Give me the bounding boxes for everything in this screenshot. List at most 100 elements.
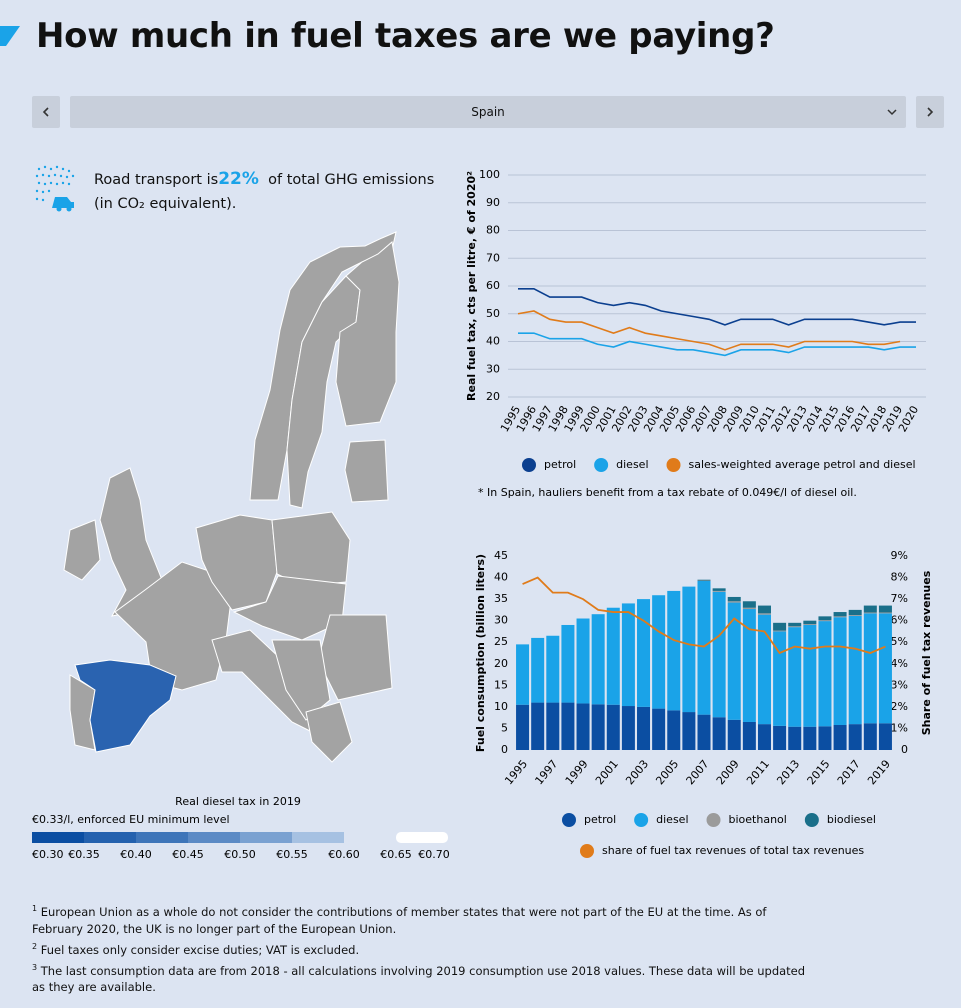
data-line bbox=[517, 310, 901, 351]
x-tick-label: 1999 bbox=[563, 758, 591, 788]
footnote-marker: 3 bbox=[32, 962, 38, 972]
bar-segment bbox=[561, 702, 575, 750]
country-dropdown[interactable]: Spain bbox=[70, 96, 906, 128]
bar-segment bbox=[803, 624, 817, 727]
bar-segment bbox=[561, 624, 575, 703]
bar-segment bbox=[788, 726, 802, 750]
country bbox=[317, 614, 393, 701]
y-axis-title: Fuel consumption (billion liters) bbox=[474, 554, 487, 752]
bar-segment bbox=[742, 609, 756, 722]
bar-segment bbox=[652, 595, 666, 709]
legend-tick-label: €0.50 bbox=[224, 848, 256, 861]
legend-label: share of fuel tax revenues of total tax … bbox=[602, 844, 864, 857]
legend-swatch bbox=[666, 458, 681, 472]
country bbox=[232, 575, 347, 641]
bar-segment bbox=[727, 601, 741, 603]
bar-segment bbox=[773, 630, 787, 632]
y2-tick-label: 4% bbox=[891, 657, 908, 670]
prev-button[interactable] bbox=[32, 96, 60, 128]
y-tick-label: 30 bbox=[494, 614, 508, 627]
bar-segment bbox=[531, 637, 545, 703]
bar-segment bbox=[516, 644, 530, 705]
y2-tick-label: 3% bbox=[891, 678, 908, 691]
next-button[interactable] bbox=[916, 96, 944, 128]
bar-segment bbox=[757, 605, 771, 614]
bar-segment bbox=[546, 635, 560, 703]
selected-country: Spain bbox=[471, 105, 505, 119]
emissions-icon bbox=[35, 165, 75, 212]
bar-segment bbox=[682, 712, 696, 750]
bar-segment bbox=[727, 602, 741, 720]
y2-tick-label: 6% bbox=[891, 614, 908, 627]
y-tick-label: 5 bbox=[501, 721, 508, 734]
y2-tick-label: 5% bbox=[891, 635, 908, 648]
legend-tick-label: €0.70 bbox=[418, 848, 450, 861]
chart-note: * In Spain, hauliers benefit from a tax … bbox=[478, 486, 857, 499]
legend-color-bin bbox=[84, 832, 136, 843]
y2-tick-label: 2% bbox=[891, 700, 908, 713]
bar-segment bbox=[863, 605, 877, 613]
country bbox=[305, 701, 353, 763]
bar-segment bbox=[833, 617, 847, 725]
country bbox=[63, 519, 101, 581]
bar-segment bbox=[818, 726, 832, 750]
bar-segment bbox=[878, 613, 892, 724]
bar-segment bbox=[773, 631, 787, 726]
x-tick-label: 2009 bbox=[714, 758, 742, 788]
footnote: 3 The last consumption data are from 201… bbox=[32, 959, 812, 997]
legend-color-bin bbox=[136, 832, 188, 843]
bar-segment bbox=[757, 724, 771, 750]
bar-segment bbox=[516, 704, 530, 750]
x-tick-label: 2017 bbox=[835, 758, 863, 788]
footnote-text: The last consumption data are from 2018 … bbox=[32, 963, 806, 995]
bar-segment bbox=[591, 614, 605, 705]
bar-segment bbox=[712, 588, 726, 591]
legend-swatch bbox=[580, 844, 594, 858]
bar-segment bbox=[788, 626, 802, 628]
bar-segment bbox=[818, 620, 832, 622]
x-tick-label: 2015 bbox=[805, 758, 833, 788]
y-tick-label: 30 bbox=[486, 362, 500, 375]
bar-segment bbox=[848, 724, 862, 750]
y-tick-label: 35 bbox=[494, 592, 508, 605]
bar-segment bbox=[682, 586, 696, 713]
bar-segment bbox=[863, 613, 877, 724]
map-legend-note: €0.33/l, enforced EU minimum level bbox=[32, 813, 230, 826]
footnote-text: European Union as a whole do not conside… bbox=[32, 904, 767, 936]
x-tick-label: 2011 bbox=[744, 758, 772, 788]
bar-segment bbox=[803, 624, 817, 625]
bar-segment bbox=[788, 622, 802, 627]
bar-segment bbox=[667, 590, 681, 711]
bar-segment bbox=[637, 599, 651, 707]
country-selected bbox=[74, 659, 177, 753]
title-icon bbox=[0, 26, 20, 46]
bar-segment bbox=[727, 719, 741, 750]
y2-axis-title: Share of fuel tax revenues bbox=[920, 570, 933, 735]
y-tick-label: 25 bbox=[494, 635, 508, 648]
bar-segment bbox=[833, 612, 847, 617]
legend-swatch bbox=[804, 813, 819, 827]
y2-tick-label: 8% bbox=[891, 571, 908, 584]
y2-tick-label: 9% bbox=[891, 549, 908, 562]
bar-segment bbox=[878, 605, 892, 613]
y-tick-label: 20 bbox=[494, 657, 508, 670]
footnote: 2 Fuel taxes only consider excise duties… bbox=[32, 938, 812, 959]
legend-tick-label: €0.45 bbox=[172, 848, 204, 861]
bar-segment bbox=[878, 612, 892, 614]
y-tick-label: 80 bbox=[486, 224, 500, 237]
legend-label: bioethanol bbox=[729, 813, 787, 826]
bar-segment bbox=[621, 603, 635, 707]
bar-segment bbox=[848, 615, 862, 616]
x-tick-label: 2001 bbox=[593, 758, 621, 788]
bar-segment bbox=[757, 613, 771, 615]
bar-segment bbox=[742, 601, 756, 608]
legend-swatch bbox=[594, 458, 609, 472]
bar-segment bbox=[878, 723, 892, 750]
legend-color-bin bbox=[240, 832, 292, 843]
x-tick-label: 1997 bbox=[532, 758, 560, 788]
footnote-marker: 1 bbox=[32, 904, 38, 913]
bar-segment bbox=[742, 607, 756, 610]
bar-segment bbox=[591, 704, 605, 750]
y-tick-label: 45 bbox=[494, 549, 508, 562]
